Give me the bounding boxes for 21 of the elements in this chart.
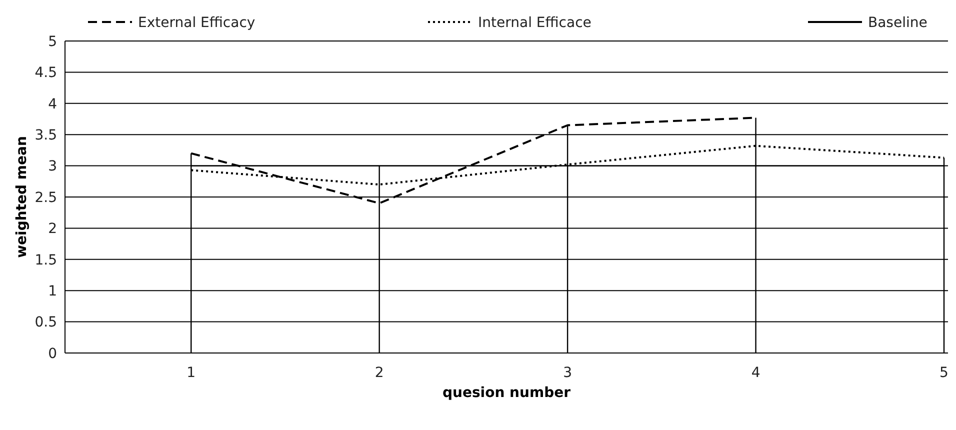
y-tick-label: 0.5: [34, 314, 57, 331]
y-tick-label: 0: [48, 346, 57, 362]
y-tick-label: 5: [48, 34, 57, 50]
x-tick-label: 4: [751, 365, 760, 381]
x-axis-title: quesion number: [442, 385, 571, 401]
x-tick-label: 2: [374, 365, 384, 381]
legend-label: Internal Efficace: [478, 14, 592, 31]
x-tick-label: 3: [563, 365, 572, 381]
y-tick-label: 4: [48, 96, 58, 112]
legend-label: Baseline: [868, 14, 928, 31]
y-tick-label: 1: [48, 284, 57, 300]
y-tick-label: 2.5: [34, 190, 57, 206]
y-axis-title: weighted mean: [14, 136, 30, 258]
legend-label: External Efficacy: [138, 14, 256, 31]
y-tick-label: 1.5: [34, 252, 57, 268]
y-tick-label: 3.5: [34, 128, 57, 144]
x-tick-label: 1: [186, 365, 196, 381]
y-tick-label: 2: [48, 221, 57, 238]
x-tick-label: 5: [940, 365, 948, 381]
y-tick-label: 3: [48, 158, 57, 175]
y-tick-label: 4.5: [34, 65, 57, 82]
